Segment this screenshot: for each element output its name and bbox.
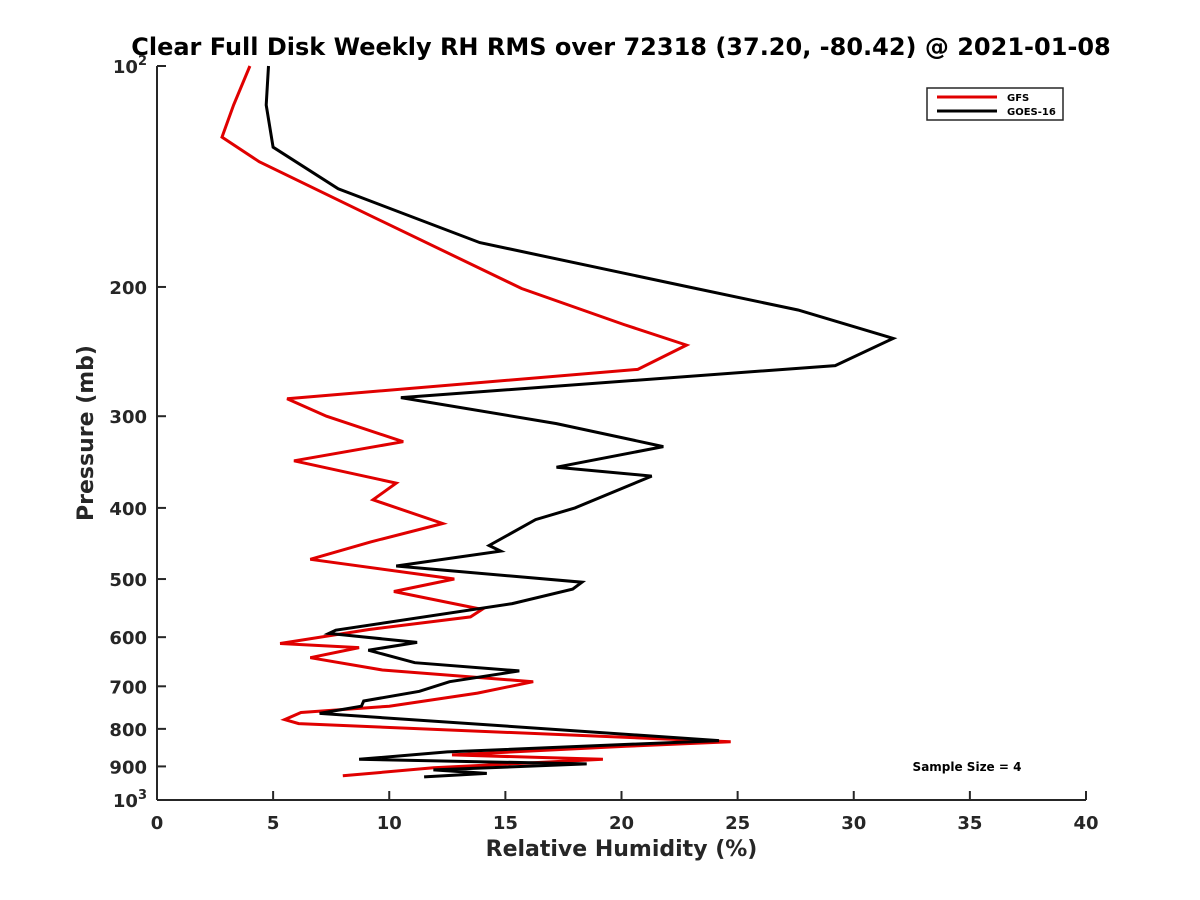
y-tick-label: 600: [109, 628, 147, 649]
series-line-gfs: [220, 65, 731, 778]
x-axis-label: Relative Humidity (%): [486, 837, 758, 862]
x-tick-label: 5: [267, 813, 280, 834]
y-tick-label: 700: [109, 677, 147, 698]
y-tick-label: 900: [109, 757, 147, 778]
x-tick-label: 20: [609, 813, 634, 834]
x-tick-label: 30: [841, 813, 866, 834]
series-line-goes-16: [264, 65, 898, 779]
y-tick-label: 400: [109, 499, 147, 520]
x-tick-label: 35: [957, 813, 982, 834]
y-tick-label: 500: [109, 570, 147, 591]
axes: 0 5 10 15 20 25 30 35 40 102 200 300 400 500 600 700 800…: [109, 54, 1098, 834]
x-tick-label: 15: [493, 813, 518, 834]
legend: GFS GOES-16: [926, 87, 1064, 121]
chart-title: Clear Full Disk Weekly RH RMS over 72318…: [131, 33, 1111, 61]
y-tick-label: 102: [113, 54, 147, 78]
legend-box: [926, 87, 1064, 121]
x-tick-label: 40: [1073, 813, 1098, 834]
series-layer: [220, 65, 898, 779]
x-tick-label: 10: [377, 813, 402, 834]
y-tick-label: 800: [109, 720, 147, 741]
x-tick-label: 0: [151, 813, 164, 834]
sample-size-annotation: Sample Size = 4: [913, 760, 1022, 774]
x-tick-label: 25: [725, 813, 750, 834]
legend-label: GFS: [1007, 93, 1029, 104]
y-tick-label: 103: [113, 788, 147, 812]
legend-label: GOES-16: [1007, 107, 1056, 118]
y-tick-label: 200: [109, 278, 147, 299]
y-tick-label: 300: [109, 407, 147, 428]
y-axis-label: Pressure (mb): [74, 345, 99, 521]
